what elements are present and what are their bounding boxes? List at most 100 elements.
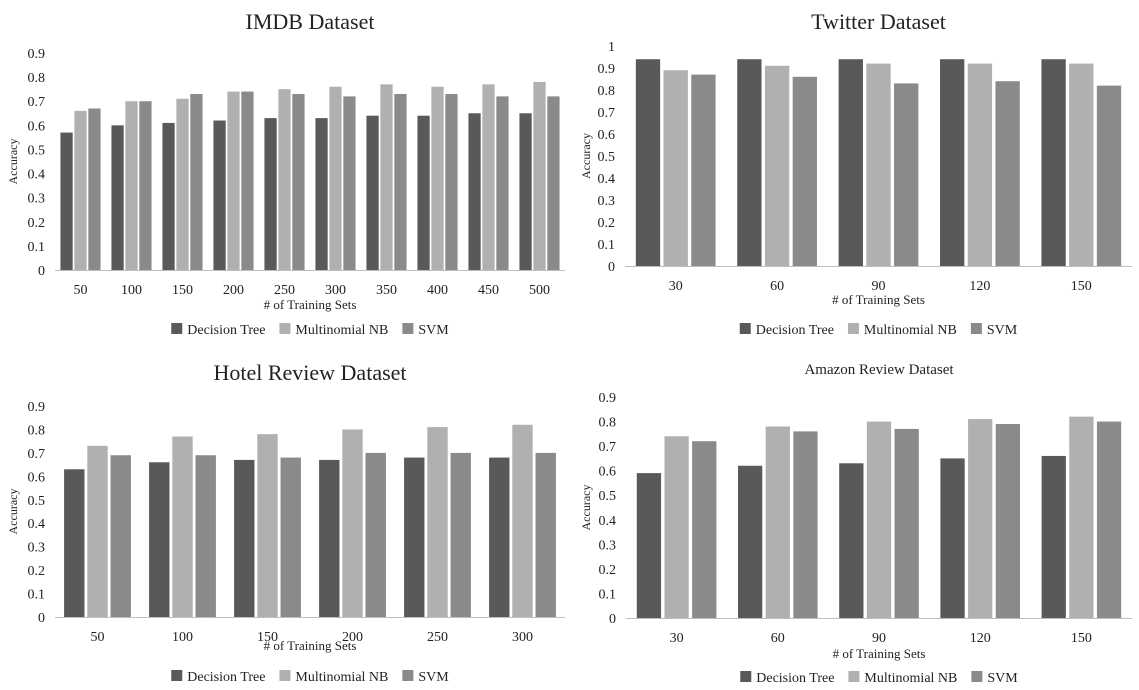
x-tick-label: 150	[1071, 631, 1092, 646]
y-tick-label: 0.7	[28, 447, 46, 462]
bar	[445, 93, 458, 270]
legend-swatch	[847, 323, 859, 334]
bar	[1069, 416, 1094, 618]
bar	[995, 424, 1020, 618]
bar	[162, 122, 175, 270]
bar	[172, 436, 193, 617]
bar	[417, 115, 430, 270]
bar	[319, 459, 340, 617]
x-tick-label: 250	[427, 630, 448, 645]
x-tick-label: 450	[478, 283, 499, 298]
legend-swatch	[279, 323, 291, 334]
legend-swatch	[279, 670, 291, 681]
y-tick-label: 0	[38, 264, 45, 279]
x-tick-label: 50	[74, 283, 88, 298]
x-tick-label: 150	[257, 630, 278, 645]
bar	[482, 84, 495, 270]
y-tick-label: 0.8	[598, 84, 616, 99]
bar	[519, 113, 532, 271]
bar	[547, 96, 560, 271]
bar	[765, 426, 790, 618]
y-tick-label: 0.1	[28, 588, 46, 603]
x-tick-label: 30	[670, 631, 684, 646]
legend-swatch	[171, 323, 183, 334]
bar	[1041, 59, 1066, 267]
legend: Decision Tree Multinomial NB SVM	[739, 323, 1018, 338]
bar	[793, 431, 818, 618]
bar	[1069, 63, 1094, 266]
bar	[737, 59, 762, 267]
legend-swatch	[402, 670, 414, 681]
legend-label: SVM	[418, 323, 449, 338]
bar	[149, 462, 170, 617]
y-tick-label: 0	[38, 611, 45, 626]
bar	[995, 81, 1020, 266]
bar	[940, 59, 965, 267]
x-tick-label: 90	[872, 279, 886, 294]
bar	[380, 84, 393, 270]
x-tick-label: 150	[172, 283, 193, 298]
x-axis-label: # of Training Sets	[833, 646, 926, 661]
bar	[366, 115, 379, 270]
bar	[866, 63, 891, 266]
chart-title: Twitter Dataset	[811, 9, 946, 34]
bar	[866, 421, 892, 618]
bar	[450, 452, 471, 617]
legend-swatch	[848, 671, 860, 682]
y-tick-label: 0.1	[599, 587, 617, 602]
bar	[691, 74, 716, 266]
bar	[394, 93, 407, 270]
bar	[264, 118, 277, 270]
chart-panel-3: Hotel Review Dataset 0 0.1 0.2 0.3 0.4 0.5 0.6 0…	[0, 343, 570, 685]
legend-label: SVM	[987, 671, 1018, 685]
bar	[533, 81, 546, 270]
bar	[125, 101, 138, 270]
x-axis-label: # of Training Sets	[832, 292, 925, 307]
y-tick-label: 0.2	[28, 216, 46, 231]
y-tick-label: 0.9	[598, 62, 616, 77]
bar	[427, 427, 448, 617]
y-axis-label: Accuracy	[579, 133, 593, 179]
chart-panel-2: Twitter Dataset 0 0.1 0.2 0.3 0.4 0.5 0.6 0.7 0.8…	[570, 0, 1139, 343]
bar	[213, 120, 226, 270]
bar-chart: Twitter Dataset 0 0.1 0.2 0.3 0.4 0.5 0.6 0.7 0.8…	[579, 9, 1132, 338]
bar	[404, 457, 425, 617]
legend-label: Multinomial NB	[295, 323, 388, 338]
bar	[431, 86, 444, 270]
x-tick-label: 120	[970, 631, 991, 646]
bar	[894, 83, 919, 267]
bar	[195, 455, 216, 617]
bar	[365, 452, 386, 617]
x-axis-label: # of Training Sets	[264, 297, 357, 312]
bar	[110, 455, 131, 617]
y-tick-label: 0.9	[28, 400, 46, 415]
y-tick-label: 0.5	[599, 489, 617, 504]
legend-swatch	[740, 671, 752, 682]
x-tick-label: 100	[172, 630, 193, 645]
chart-title: Hotel Review Dataset	[213, 360, 406, 385]
bar	[111, 125, 124, 270]
chart-title: IMDB Dataset	[246, 9, 375, 34]
bar	[315, 118, 328, 270]
y-tick-label: 0.1	[598, 238, 616, 253]
legend-label: Decision Tree	[756, 671, 834, 685]
bar	[342, 429, 363, 617]
x-tick-label: 30	[669, 279, 683, 294]
legend-label: Multinomial NB	[864, 671, 957, 685]
bar	[280, 457, 301, 617]
bar	[664, 436, 689, 618]
x-tick-label: 500	[529, 283, 550, 298]
bar	[1041, 455, 1066, 618]
bar-chart: Amazon Review Dataset 0 0.1 0.2 0.3 0.4 0.5 0.6…	[579, 362, 1132, 686]
legend: Decision Tree Multinomial NB SVM	[171, 323, 449, 338]
bar	[278, 89, 291, 271]
x-tick-label: 100	[121, 283, 142, 298]
bar	[496, 96, 509, 271]
bar	[692, 441, 717, 618]
x-tick-label: 400	[427, 283, 448, 298]
legend-swatch	[739, 323, 751, 334]
legend-label: SVM	[987, 323, 1018, 338]
y-tick-label: 0.2	[28, 564, 46, 579]
x-tick-label: 60	[771, 631, 785, 646]
